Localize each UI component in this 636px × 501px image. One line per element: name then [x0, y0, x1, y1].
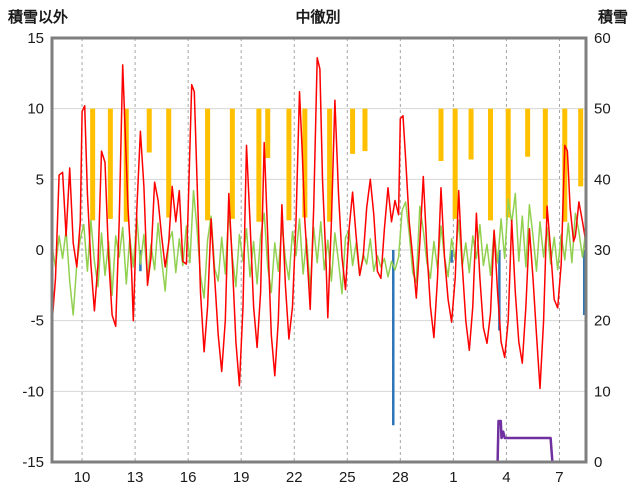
red-line-series [51, 57, 587, 390]
left-axis-tick-label: -15 [22, 454, 44, 471]
right-axis-tick-label: 30 [594, 242, 611, 259]
x-axis-tick-label: 22 [286, 469, 303, 486]
x-axis-tick-label: 19 [233, 469, 250, 486]
x-axis-tick-label: 7 [555, 469, 563, 486]
left-axis-title: 積雪以外 [8, 9, 69, 26]
chart-title: 中徹別 [295, 9, 341, 26]
x-axis-tick-label: 28 [392, 469, 409, 486]
right-axis-tick-label: 20 [594, 313, 611, 330]
right-axis-tick-label: 40 [594, 171, 611, 188]
right-axis-tick-label: 10 [594, 383, 611, 400]
x-axis-tick-label: 1 [449, 469, 457, 486]
left-axis-tick-label: -5 [31, 313, 44, 330]
plot-border [50, 36, 588, 464]
snow-depth-series [50, 419, 588, 464]
left-axis-tick-label: 5 [36, 171, 44, 188]
left-axis-tick-label: 0 [36, 242, 44, 259]
left-axis-tick-label: 10 [27, 101, 44, 118]
right-axis-tick-label: 0 [594, 454, 602, 471]
x-axis-tick-label: 4 [502, 469, 510, 486]
right-axis-tick-label: 60 [594, 30, 611, 47]
x-axis-tick-label: 25 [339, 469, 356, 486]
x-axis-tick-label: 13 [127, 469, 144, 486]
left-axis-tick-label: 15 [27, 30, 44, 47]
left-axis-tick-label: -10 [22, 383, 44, 400]
green-line-series [51, 189, 587, 316]
x-axis-tick-label: 10 [74, 469, 91, 486]
right-axis-tick-label: 50 [594, 101, 611, 118]
x-axis-tick-label: 16 [180, 469, 197, 486]
right-axis-title: 積雪 [597, 9, 628, 26]
